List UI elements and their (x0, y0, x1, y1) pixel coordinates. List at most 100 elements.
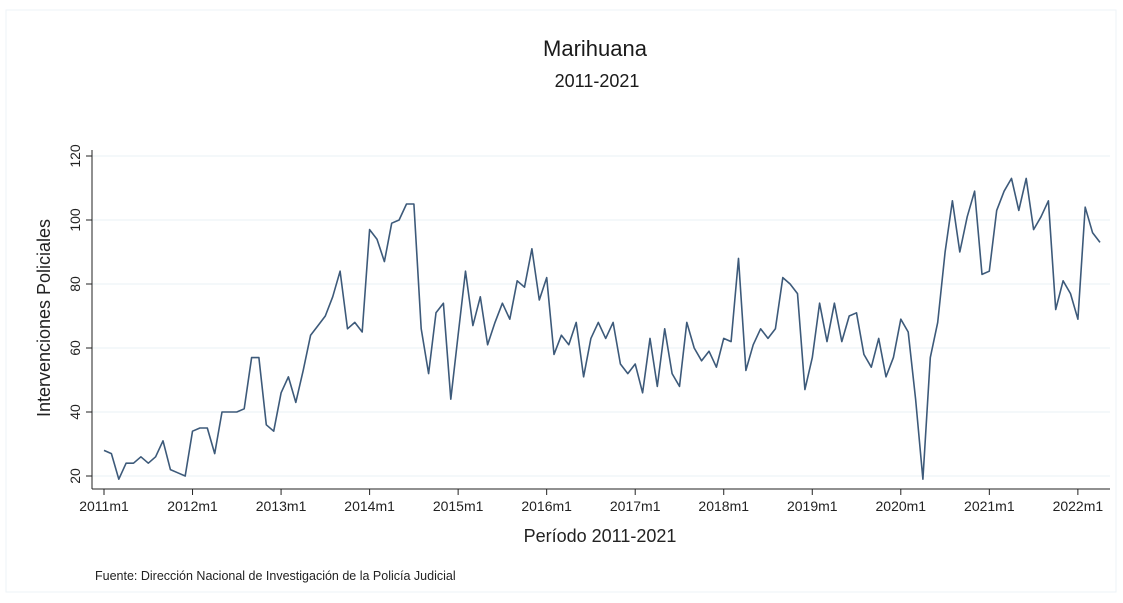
data-point (228, 411, 230, 413)
data-point (103, 449, 105, 451)
data-point (110, 452, 112, 454)
x-tick-label: 2021m1 (964, 498, 1015, 514)
x-tick-label: 2020m1 (876, 498, 927, 514)
data-point (656, 385, 658, 387)
data-point (759, 328, 761, 330)
data-point (841, 340, 843, 342)
data-point (959, 251, 961, 253)
data-point (782, 276, 784, 278)
data-point (693, 347, 695, 349)
data-point (634, 363, 636, 365)
data-point (509, 318, 511, 320)
data-point (1010, 177, 1012, 179)
data-point (973, 190, 975, 192)
x-axis-label: Período 2011-2021 (524, 526, 677, 546)
data-point (427, 372, 429, 374)
data-point (162, 440, 164, 442)
data-point (1040, 216, 1042, 218)
data-point (1003, 190, 1005, 192)
data-point (486, 344, 488, 346)
y-tick-label: 20 (67, 468, 83, 484)
data-point (863, 353, 865, 355)
data-point (789, 283, 791, 285)
data-point (922, 478, 924, 480)
data-point (516, 280, 518, 282)
data-point (125, 462, 127, 464)
data-point (339, 270, 341, 272)
data-point (354, 321, 356, 323)
data-point (929, 356, 931, 358)
data-point (1084, 206, 1086, 208)
data-point (118, 478, 120, 480)
data-point (398, 219, 400, 221)
x-tick-label: 2017m1 (610, 498, 661, 514)
data-point (914, 398, 916, 400)
data-point (641, 392, 643, 394)
data-point (988, 270, 990, 272)
data-point (420, 328, 422, 330)
data-point (796, 292, 798, 294)
y-tick-label: 60 (67, 340, 83, 356)
data-point (878, 337, 880, 339)
data-point (501, 302, 503, 304)
data-point (553, 353, 555, 355)
series-line-marihuana (103, 177, 1101, 481)
data-point (169, 468, 171, 470)
data-point (892, 356, 894, 358)
data-point (236, 411, 238, 413)
data-point (730, 340, 732, 342)
data-point (413, 203, 415, 205)
data-point (332, 296, 334, 298)
data-point (907, 331, 909, 333)
data-point (885, 376, 887, 378)
data-point (295, 401, 297, 403)
data-point (472, 324, 474, 326)
x-tick-label: 2019m1 (787, 498, 838, 514)
data-point (951, 200, 953, 202)
data-point (937, 321, 939, 323)
data-point (818, 302, 820, 304)
data-point (538, 299, 540, 301)
data-point (1069, 292, 1071, 294)
data-point (804, 388, 806, 390)
data-point (686, 321, 688, 323)
data-point (523, 286, 525, 288)
data-point (154, 456, 156, 458)
source-note: Fuente: Dirección Nacional de Investigac… (95, 569, 456, 583)
data-point (450, 398, 452, 400)
data-point (1025, 177, 1027, 179)
data-point (324, 315, 326, 317)
data-point (671, 372, 673, 374)
data-point (457, 334, 459, 336)
data-point (1055, 308, 1057, 310)
data-point (346, 328, 348, 330)
data-point (1091, 232, 1093, 234)
data-point (383, 260, 385, 262)
y-axis-label: Intervenciones Policiales (34, 219, 54, 417)
data-point (597, 321, 599, 323)
data-point (966, 216, 968, 218)
data-point (258, 356, 260, 358)
x-tick-label: 2016m1 (521, 498, 572, 514)
data-point (479, 296, 481, 298)
data-point (649, 337, 651, 339)
chart-title: Marihuana (543, 36, 648, 61)
data-point (280, 392, 282, 394)
data-point (361, 331, 363, 333)
data-point (826, 340, 828, 342)
data-point (132, 462, 134, 464)
data-point (214, 452, 216, 454)
data-point (981, 273, 983, 275)
data-point (250, 356, 252, 358)
x-tick-label: 2013m1 (256, 498, 307, 514)
data-point (1018, 209, 1020, 211)
y-tick-label: 100 (67, 208, 83, 232)
x-tick-label: 2018m1 (698, 498, 749, 514)
graph-border (5, 9, 1117, 593)
data-point (317, 324, 319, 326)
data-point (833, 302, 835, 304)
data-point (191, 430, 193, 432)
data-point (855, 312, 857, 314)
data-point (848, 315, 850, 317)
data-point (442, 302, 444, 304)
